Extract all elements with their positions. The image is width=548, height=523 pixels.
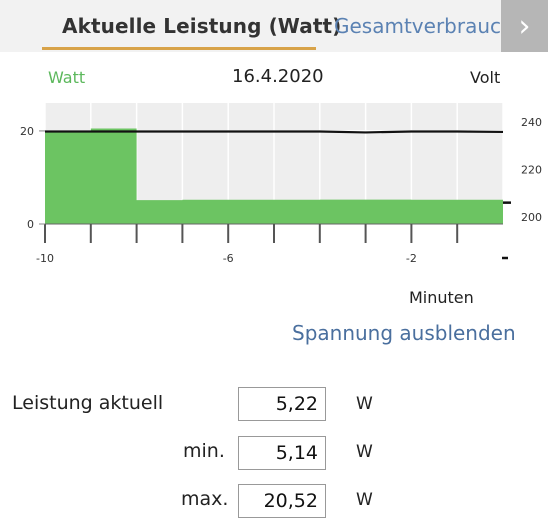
active-tab-indicator — [42, 47, 316, 50]
min-power-label: min. — [183, 440, 225, 462]
power-area — [45, 128, 503, 224]
min-power-unit: W — [356, 442, 373, 462]
max-power-unit: W — [356, 490, 373, 510]
max-power-field: 20,52 — [238, 484, 326, 518]
chart-date: 16.4.2020 — [232, 66, 324, 87]
y-right-tick-label: 220 — [521, 163, 542, 176]
current-power-label: Leistung aktuell — [12, 392, 164, 414]
left-axis-label: Watt — [48, 68, 86, 87]
tab-bar: Aktuelle Leistung (Watt) Gesamtverbrauch… — [0, 0, 548, 52]
min-power-field: 5,14 — [238, 436, 326, 470]
y-left-tick-label: 20 — [20, 125, 34, 138]
y-right-tick-label: 200 — [521, 211, 542, 224]
x-tick-label: -2 — [406, 252, 417, 265]
current-power-field: 5,22 — [238, 387, 326, 421]
hide-voltage-link[interactable]: Spannung ausblenden — [292, 321, 516, 345]
y-left-tick-label: 0 — [27, 218, 34, 231]
x-axis-label: Minuten — [409, 288, 474, 307]
right-axis-label: Volt — [470, 68, 501, 87]
x-tick-label: -6 — [223, 252, 234, 265]
voltage-line — [45, 130, 504, 134]
x-tick-label: -10 — [36, 252, 54, 265]
max-power-label: max. — [181, 488, 229, 510]
tab-current-power[interactable]: Aktuelle Leistung (Watt) — [62, 14, 342, 38]
next-tab-button[interactable]: › — [501, 0, 548, 52]
tab-total-consumption[interactable]: Gesamtverbrauch — [334, 14, 514, 38]
current-power-unit: W — [356, 394, 373, 414]
chevron-right-icon: › — [518, 8, 531, 44]
y-right-tick-label: 240 — [521, 116, 542, 129]
